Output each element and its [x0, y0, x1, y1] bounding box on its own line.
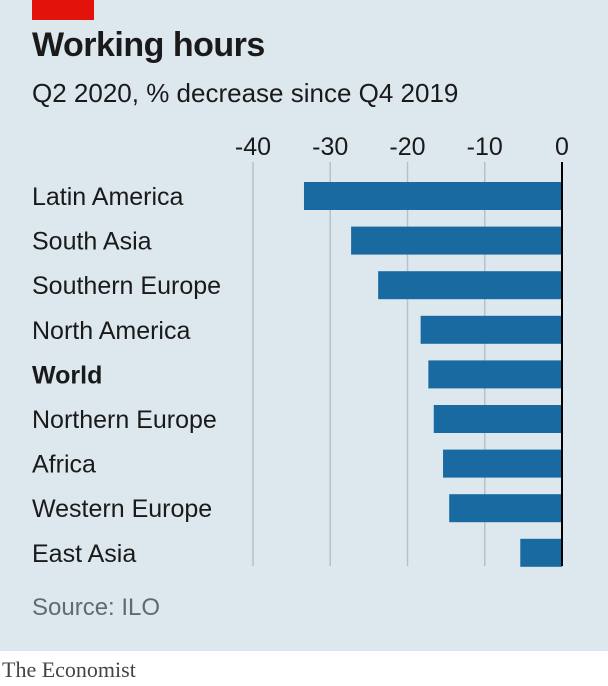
publisher-credit: The Economist [2, 657, 136, 682]
x-tick-label: -30 [312, 133, 348, 161]
chart-title: Working hours [32, 26, 265, 64]
x-tick-label: -10 [467, 133, 503, 161]
bar-chart: -40 -30 -20 -10 0 Latin America South Asia Sout… [32, 133, 569, 568]
chart-subtitle: Q2 2020, % decrease since Q4 2019 [32, 78, 459, 108]
category-label: World [32, 361, 102, 389]
category-label: Latin America [32, 183, 184, 211]
bar [351, 226, 562, 255]
category-label: Western Europe [32, 495, 212, 523]
source-note: Source: ILO [32, 594, 161, 621]
bar [520, 538, 562, 567]
bar [433, 405, 562, 433]
category-label: South Asia [32, 228, 152, 256]
bar [303, 182, 562, 210]
bar [420, 315, 562, 344]
brand-tab [32, 0, 94, 20]
bar [449, 494, 562, 523]
bar [443, 449, 562, 478]
x-tick-label: 0 [555, 133, 569, 161]
x-tick-label: -20 [389, 133, 425, 161]
category-label: Africa [32, 451, 96, 479]
x-tick-label: -40 [235, 133, 271, 161]
bar [428, 360, 562, 389]
bar [378, 271, 562, 300]
category-label: Southern Europe [32, 272, 221, 300]
category-label: East Asia [32, 540, 136, 568]
category-label: North America [32, 317, 190, 345]
category-label: Northern Europe [32, 406, 217, 434]
